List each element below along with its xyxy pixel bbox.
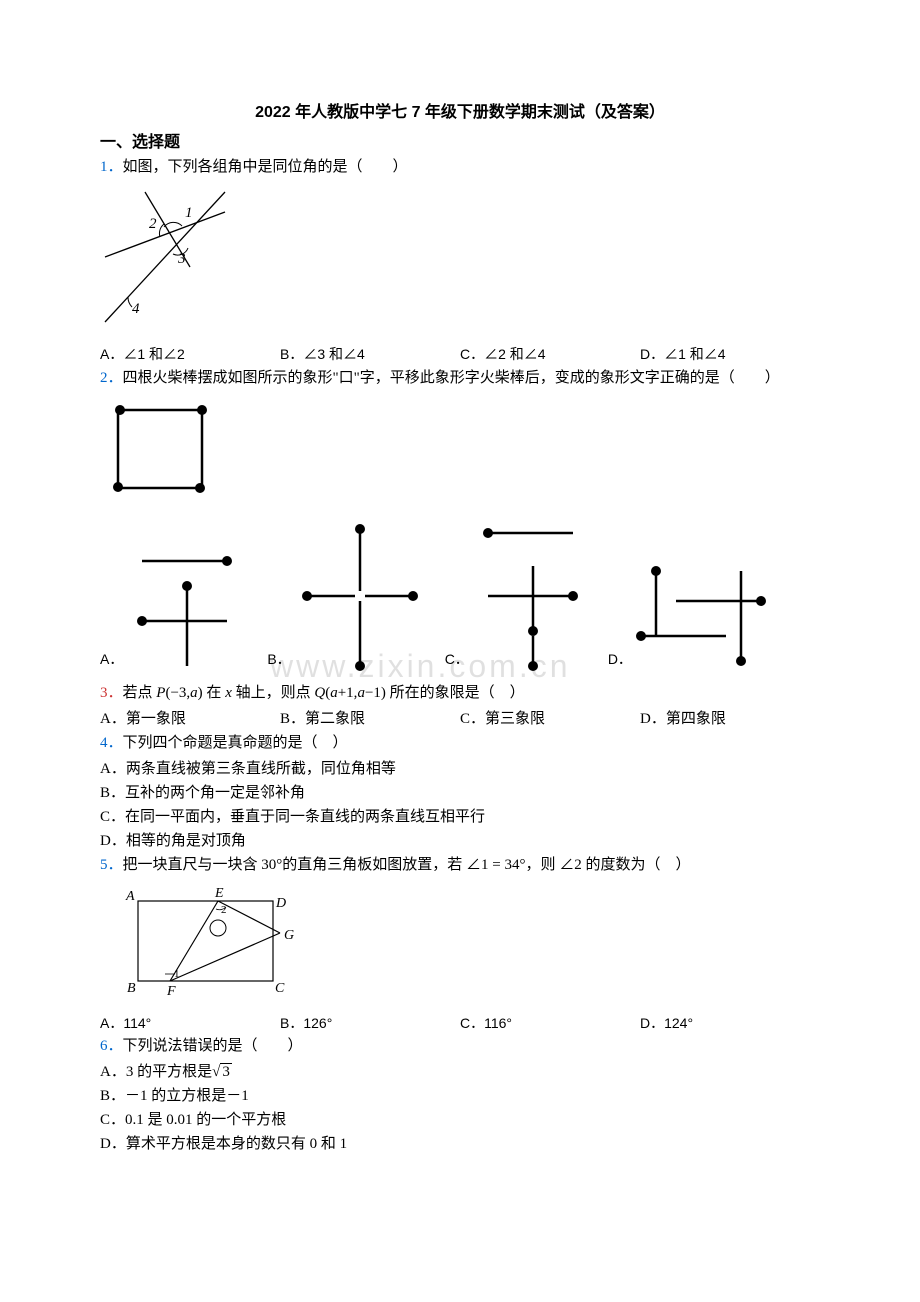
q5-num: 5．: [100, 857, 123, 873]
q4-choice-a: A．两条直线被第三条直线所截，同位角相等: [100, 757, 820, 781]
q4-choice-d: D．相等的角是对顶角: [100, 829, 820, 853]
sqrt-3: 3: [212, 1060, 232, 1084]
q5-choices: A．114° B．126° C．116° D．124°: [100, 1012, 820, 1034]
svg-text:D: D: [275, 896, 286, 911]
q5-diagram: A B C D E F G 1 2: [120, 883, 820, 1006]
q2-options: A． B． C． D．: [100, 521, 820, 671]
svg-text:B: B: [127, 981, 136, 996]
svg-text:E: E: [214, 886, 224, 901]
q3-x-axis: x: [225, 685, 235, 701]
q2-num: 2．: [100, 370, 123, 386]
question-2: 2．四根火柴棒摆成如图所示的象形"口"字，平移此象形字火柴棒后，变成的象形文字正…: [100, 366, 820, 390]
q1-choice-b: B．∠3 和∠4: [280, 343, 460, 365]
q6-choice-c: C．0.1 是 0.01 的一个平方根: [100, 1108, 820, 1132]
q5-text-3: 的度数为（ ）: [586, 857, 691, 873]
question-3: 3．若点 P(−3,a) 在 x 轴上，则点 Q(a+1,a−1) 所在的象限是…: [100, 681, 820, 705]
section-heading: 一、选择题: [100, 130, 820, 156]
q3-choice-a: A．第一象限: [100, 707, 280, 731]
q5-text-1: 把一块直尺与一块含 30°的直角三角板如图放置，若: [123, 857, 463, 873]
svg-text:4: 4: [132, 301, 140, 317]
q1-choices: A．∠1 和∠2 B．∠3 和∠4 C．∠2 和∠4 D．∠1 和∠4: [100, 343, 820, 365]
q1-choice-a: A．∠1 和∠2: [100, 343, 280, 365]
q5-angle1: ∠1 = 34°: [466, 857, 525, 873]
svg-text:2: 2: [149, 216, 157, 232]
q4-choice-c: C．在同一平面内，垂直于同一条直线的两条直线互相平行: [100, 805, 820, 829]
svg-text:1: 1: [174, 968, 180, 980]
question-4: 4．下列四个命题是真命题的是（ ）: [100, 731, 820, 755]
q3-point-p: P: [156, 685, 165, 701]
q5-choice-d: D．124°: [640, 1012, 820, 1034]
q3-choice-c: C．第三象限: [460, 707, 640, 731]
q3-text-2: 在: [206, 685, 221, 701]
q6-choice-a-prefix: A．3 的平方根是: [100, 1064, 212, 1080]
svg-text:2: 2: [221, 904, 227, 916]
q3-text-3: 轴上，则点: [236, 685, 311, 701]
q4-num: 4．: [100, 735, 123, 751]
question-5: 5．把一块直尺与一块含 30°的直角三角板如图放置，若 ∠1 = 34°，则 ∠…: [100, 853, 820, 877]
page-title: 2022 年人教版中学七 7 年级下册数学期末测试（及答案）: [100, 100, 820, 126]
q2-option-b: B．: [267, 521, 424, 671]
q2-label-a: A．: [100, 648, 123, 670]
svg-text:A: A: [125, 889, 135, 904]
q1-choice-d: D．∠1 和∠4: [640, 343, 820, 365]
q1-text: 如图，下列各组角中是同位角的是（ ）: [123, 159, 408, 175]
q5-choice-b: B．126°: [280, 1012, 460, 1034]
q3-point-q: Q: [314, 685, 325, 701]
q2-label-b: B．: [267, 648, 290, 670]
q2-label-d: D．: [608, 648, 632, 670]
q3-choices: A．第一象限 B．第二象限 C．第三象限 D．第四象限: [100, 707, 820, 731]
q5-angle2: ∠2: [559, 857, 585, 873]
q6-choice-d: D．算术平方根是本身的数只有 0 和 1: [100, 1132, 820, 1156]
svg-text:1: 1: [185, 205, 193, 221]
q6-text: 下列说法错误的是（ ）: [123, 1038, 303, 1054]
q3-text-4: 所在的象限是（ ）: [390, 685, 525, 701]
q2-text: 四根火柴棒摆成如图所示的象形"口"字，平移此象形字火柴棒后，变成的象形文字正确的…: [123, 370, 780, 386]
q2-label-c: C．: [445, 648, 469, 670]
svg-text:G: G: [284, 928, 294, 943]
q3-num: 3．: [100, 685, 123, 701]
svg-text:C: C: [275, 981, 285, 996]
svg-text:F: F: [166, 984, 176, 998]
q6-num: 6．: [100, 1038, 123, 1054]
q2-kou-figure: [100, 392, 820, 515]
q1-choice-c: C．∠2 和∠4: [460, 343, 640, 365]
q2-option-d: D．: [608, 561, 766, 671]
q2-option-c: C．: [445, 521, 588, 671]
q5-choice-c: C．116°: [460, 1012, 640, 1034]
q5-text-2: ，则: [526, 857, 556, 873]
q2-option-a: A．: [100, 541, 247, 671]
q6-choice-a: A．3 的平方根是3: [100, 1060, 820, 1084]
q6-choice-b: B．－1 的立方根是－1: [100, 1084, 820, 1108]
q5-choice-a: A．114°: [100, 1012, 280, 1034]
q3-choice-d: D．第四象限: [640, 707, 820, 731]
q4-text: 下列四个命题是真命题的是（ ）: [123, 735, 348, 751]
q3-text-1: 若点: [123, 685, 153, 701]
q1-diagram: 1 2 3 4: [100, 187, 820, 335]
q3-choice-b: B．第二象限: [280, 707, 460, 731]
question-1: 1．如图，下列各组角中是同位角的是（ ）: [100, 155, 820, 179]
svg-text:3: 3: [177, 251, 186, 267]
q4-choice-b: B．互补的两个角一定是邻补角: [100, 781, 820, 805]
question-6: 6．下列说法错误的是（ ）: [100, 1034, 820, 1058]
q1-num: 1．: [100, 159, 123, 175]
